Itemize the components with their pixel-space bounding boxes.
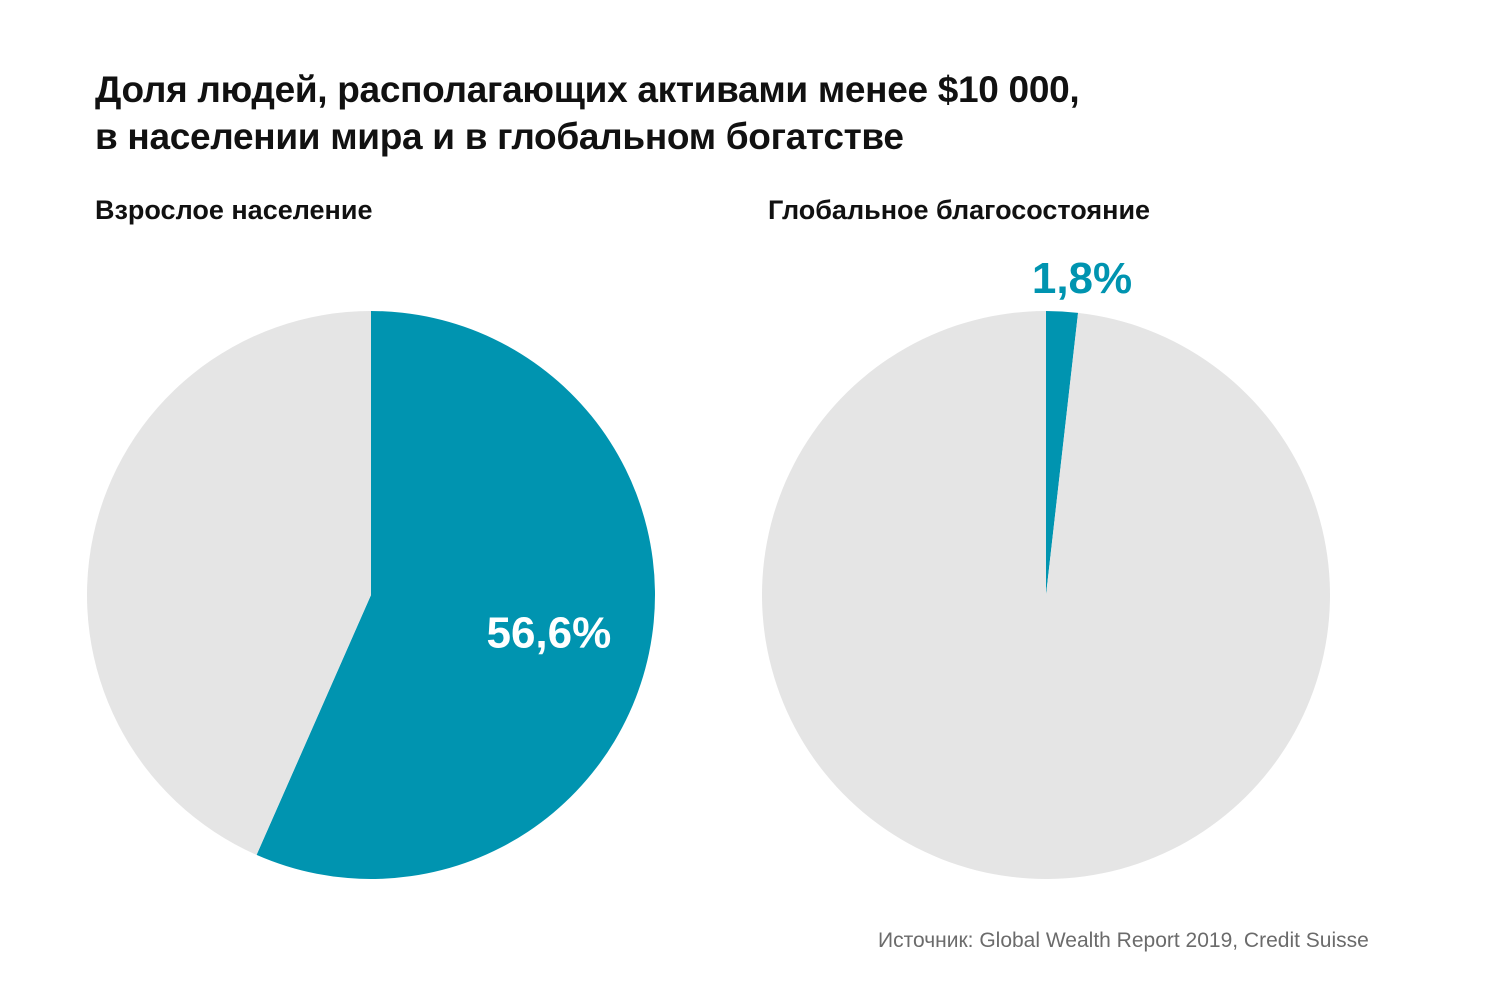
pie-1-slice-1: [256, 311, 656, 880]
pie-1-title: Взрослое население: [95, 195, 373, 225]
pie-2-slice-2: [761, 311, 1330, 879]
pie-2-slice-1: [1046, 311, 1079, 595]
pie-2-slice-1-label: 1,8%: [1032, 254, 1132, 303]
title-line-2: в населении мира и в глобальном богатств…: [95, 116, 904, 157]
pie-1-slice-2: [87, 311, 371, 855]
source-note: Источник: Global Wealth Report 2019, Cre…: [878, 929, 1369, 952]
pie-1-slice-1-label: 56,6%: [486, 608, 611, 657]
pie-2-title: Глобальное благосостояние: [768, 195, 1151, 225]
chart-title: Доля людей, располагающих активами менее…: [95, 66, 1080, 160]
title-line-1: Доля людей, располагающих активами менее…: [95, 69, 1080, 110]
